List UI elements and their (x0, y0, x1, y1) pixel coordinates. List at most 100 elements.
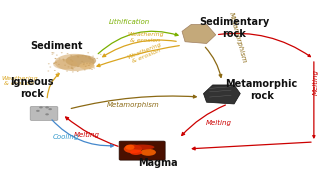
Ellipse shape (130, 145, 155, 150)
Circle shape (70, 59, 72, 60)
Circle shape (71, 68, 73, 69)
Circle shape (83, 63, 85, 64)
Circle shape (63, 59, 65, 60)
Ellipse shape (66, 55, 96, 67)
Circle shape (89, 63, 91, 64)
Text: Melting: Melting (74, 132, 100, 138)
Circle shape (66, 71, 68, 72)
Ellipse shape (125, 145, 134, 150)
FancyArrowPatch shape (182, 105, 225, 135)
FancyArrowPatch shape (98, 31, 178, 54)
Circle shape (77, 66, 79, 67)
Text: Melting: Melting (312, 69, 318, 95)
Circle shape (96, 58, 98, 59)
Circle shape (55, 62, 57, 63)
Text: Igneous
rock: Igneous rock (10, 77, 53, 99)
Text: Cooling: Cooling (52, 134, 79, 140)
Text: Sedimentary
rock: Sedimentary rock (199, 17, 269, 39)
Circle shape (59, 58, 60, 59)
Circle shape (84, 69, 86, 71)
Text: Metamorphism: Metamorphism (107, 102, 159, 108)
Circle shape (71, 68, 72, 69)
Circle shape (71, 64, 73, 66)
Circle shape (54, 70, 56, 71)
Circle shape (57, 72, 59, 73)
Circle shape (71, 60, 73, 62)
FancyBboxPatch shape (119, 141, 165, 160)
Text: Weathering
& erosion: Weathering & erosion (1, 76, 38, 86)
Circle shape (45, 106, 49, 109)
Circle shape (91, 69, 93, 70)
FancyArrowPatch shape (192, 142, 311, 150)
Circle shape (63, 60, 65, 61)
Text: Lithification: Lithification (109, 19, 150, 25)
Circle shape (45, 113, 49, 115)
FancyArrowPatch shape (205, 47, 222, 77)
Circle shape (36, 110, 40, 112)
Circle shape (47, 70, 49, 71)
Text: Weathering
& erosion: Weathering & erosion (126, 42, 164, 65)
Ellipse shape (130, 150, 142, 155)
FancyArrowPatch shape (219, 33, 310, 57)
Circle shape (88, 65, 90, 66)
Circle shape (67, 53, 68, 54)
Circle shape (39, 106, 43, 109)
Circle shape (70, 55, 72, 56)
Circle shape (61, 52, 63, 53)
FancyArrowPatch shape (47, 74, 59, 98)
Ellipse shape (140, 149, 156, 156)
Circle shape (85, 56, 87, 57)
FancyBboxPatch shape (30, 107, 58, 120)
Text: Magma: Magma (138, 158, 177, 168)
Circle shape (55, 58, 57, 59)
Circle shape (62, 59, 64, 60)
Ellipse shape (55, 54, 95, 71)
FancyArrowPatch shape (313, 62, 315, 138)
Polygon shape (204, 85, 240, 104)
Circle shape (86, 63, 88, 64)
Circle shape (93, 68, 95, 69)
Circle shape (89, 68, 91, 69)
Circle shape (83, 64, 85, 65)
Circle shape (81, 61, 83, 62)
Ellipse shape (53, 59, 78, 69)
Circle shape (68, 66, 69, 67)
Circle shape (48, 108, 52, 110)
Circle shape (53, 63, 55, 64)
FancyArrowPatch shape (103, 40, 176, 57)
Ellipse shape (79, 62, 95, 69)
FancyArrowPatch shape (66, 117, 118, 146)
Circle shape (53, 62, 55, 64)
Circle shape (100, 54, 101, 55)
Circle shape (82, 55, 84, 56)
Polygon shape (182, 24, 216, 44)
Circle shape (90, 58, 92, 60)
FancyArrowPatch shape (52, 120, 113, 147)
Circle shape (72, 71, 74, 73)
Text: Weathering
& erosion: Weathering & erosion (127, 32, 164, 43)
Circle shape (55, 58, 56, 59)
FancyArrowPatch shape (97, 46, 179, 67)
Circle shape (93, 58, 95, 59)
Circle shape (92, 59, 94, 60)
Circle shape (48, 63, 50, 64)
Text: Sediment: Sediment (30, 41, 83, 51)
Circle shape (72, 68, 74, 69)
Text: Metamorphism: Metamorphism (228, 11, 247, 64)
Circle shape (71, 67, 73, 68)
Circle shape (89, 57, 91, 58)
Circle shape (49, 66, 51, 68)
FancyArrowPatch shape (71, 95, 196, 109)
Text: Melting: Melting (206, 120, 232, 126)
Circle shape (64, 65, 66, 66)
Circle shape (87, 52, 89, 53)
Circle shape (58, 64, 60, 65)
Circle shape (77, 71, 79, 72)
Circle shape (52, 54, 53, 55)
Circle shape (92, 56, 94, 57)
Circle shape (77, 56, 79, 57)
Circle shape (88, 56, 90, 57)
Circle shape (52, 52, 53, 53)
Circle shape (85, 66, 87, 67)
Text: Metamorphic
rock: Metamorphic rock (226, 79, 298, 101)
